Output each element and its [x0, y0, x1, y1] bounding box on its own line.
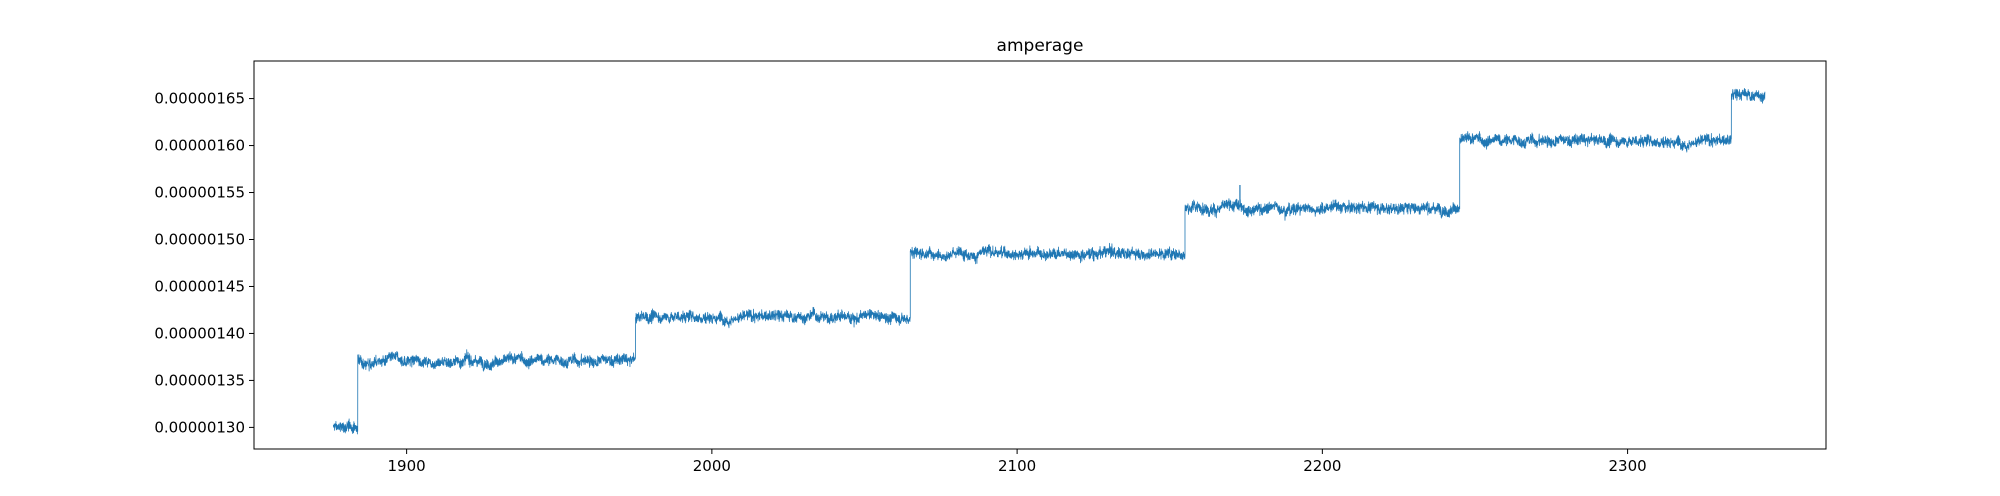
x-tick-label: 2300 — [1608, 457, 1646, 475]
y-tick-label: 0.00000165 — [154, 90, 245, 108]
y-axis: 0.00000130 0.00000135 0.00000140 0.00000145… — [154, 90, 254, 436]
chart-title: amperage — [997, 36, 1084, 56]
y-tick-label: 0.00000140 — [154, 324, 245, 342]
x-axis: 1900 2000 2100 2200 2300 — [388, 449, 1647, 475]
plot-frame — [253, 60, 1827, 450]
series-layer — [332, 87, 1766, 435]
series-line — [332, 87, 1766, 435]
y-tick-label: 0.00000145 — [154, 277, 245, 295]
x-tick-label: 2100 — [998, 457, 1036, 475]
y-tick-label: 0.00000150 — [154, 230, 245, 248]
y-tick-label: 0.00000130 — [154, 418, 245, 436]
x-tick-label: 2000 — [693, 457, 731, 475]
y-tick-label: 0.00000135 — [154, 371, 245, 389]
x-tick-label: 2200 — [1303, 457, 1341, 475]
y-tick-label: 0.00000155 — [154, 184, 245, 202]
x-tick-label: 1900 — [388, 457, 426, 475]
plot-area — [253, 60, 1827, 450]
y-tick-label: 0.00000160 — [154, 137, 245, 155]
